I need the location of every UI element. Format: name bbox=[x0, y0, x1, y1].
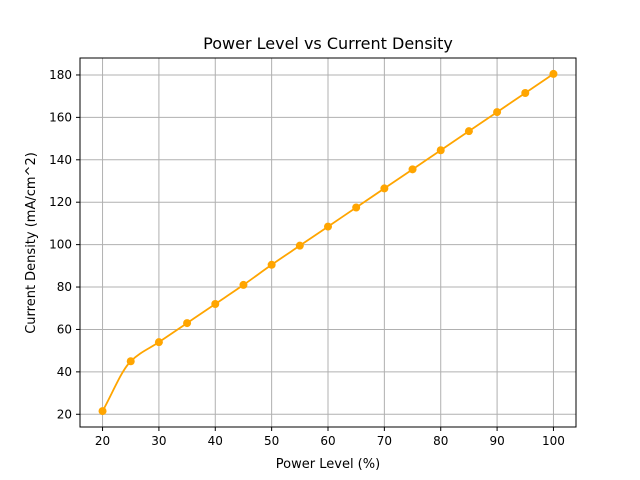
data-point bbox=[267, 260, 276, 269]
data-point bbox=[211, 300, 220, 308]
x-tick-label: 20 bbox=[95, 434, 110, 448]
data-point bbox=[324, 222, 332, 231]
y-axis-label: Current Density (mA/cm^2) bbox=[24, 152, 39, 334]
y-tick-label: 80 bbox=[57, 280, 72, 294]
data-point bbox=[464, 127, 473, 136]
data-point bbox=[183, 319, 192, 328]
data-point bbox=[549, 69, 558, 78]
x-tick-label: 100 bbox=[542, 434, 565, 448]
x-tick-label: 50 bbox=[264, 434, 279, 448]
data-point bbox=[352, 203, 361, 212]
y-tick-label: 40 bbox=[57, 365, 72, 379]
x-tick-label: 70 bbox=[377, 434, 392, 448]
y-tick-label: 180 bbox=[49, 68, 72, 82]
data-point bbox=[295, 241, 304, 250]
data-point bbox=[98, 407, 107, 416]
data-point bbox=[380, 184, 389, 193]
data-point bbox=[126, 357, 135, 366]
data-point bbox=[521, 88, 530, 97]
y-tick-label: 140 bbox=[49, 153, 72, 167]
x-tick-label: 60 bbox=[320, 434, 335, 448]
x-tick-label: 80 bbox=[433, 434, 448, 448]
x-tick-label: 30 bbox=[151, 434, 166, 448]
y-tick-label: 60 bbox=[57, 322, 72, 336]
data-point bbox=[239, 280, 248, 289]
y-tick-label: 120 bbox=[49, 195, 72, 209]
data-point bbox=[436, 146, 445, 155]
series-markers bbox=[98, 69, 558, 416]
x-tick-label: 40 bbox=[208, 434, 223, 448]
y-tick-label: 160 bbox=[49, 110, 72, 124]
data-point bbox=[154, 338, 163, 347]
data-point bbox=[493, 108, 502, 117]
chart-title: Power Level vs Current Density bbox=[203, 34, 453, 53]
data-point bbox=[408, 165, 417, 174]
axis-ticks: 20 30 40 50 60 70 80 90 100 20 40 60 80 100 120 140 160 1… bbox=[49, 68, 565, 448]
x-axis-label: Power Level (%) bbox=[276, 457, 380, 472]
grid bbox=[80, 58, 576, 427]
x-tick-label: 90 bbox=[489, 434, 504, 448]
y-tick-label: 20 bbox=[57, 407, 72, 421]
y-tick-label: 100 bbox=[49, 238, 72, 252]
